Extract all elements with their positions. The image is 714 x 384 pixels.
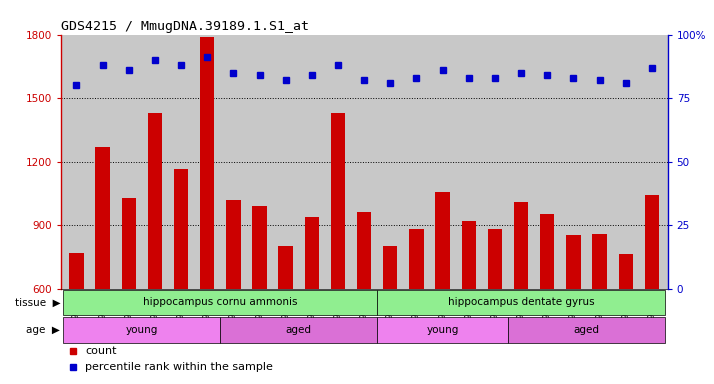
- Bar: [514, 202, 528, 288]
- Bar: [200, 37, 214, 288]
- Bar: [566, 235, 580, 288]
- Bar: [461, 221, 476, 288]
- Text: hippocampus cornu ammonis: hippocampus cornu ammonis: [143, 298, 298, 308]
- Bar: [69, 253, 84, 288]
- Bar: [96, 147, 110, 288]
- Bar: [377, 290, 665, 315]
- Bar: [618, 254, 633, 288]
- Bar: [331, 113, 345, 288]
- Bar: [488, 229, 502, 288]
- Bar: [220, 318, 377, 343]
- Bar: [148, 113, 162, 288]
- Text: GDS4215 / MmugDNA.39189.1.S1_at: GDS4215 / MmugDNA.39189.1.S1_at: [61, 20, 308, 33]
- Bar: [252, 206, 267, 288]
- Bar: [436, 192, 450, 288]
- Bar: [64, 318, 220, 343]
- Text: tissue  ▶: tissue ▶: [14, 298, 60, 308]
- Bar: [64, 290, 377, 315]
- Bar: [593, 233, 607, 288]
- Bar: [226, 200, 241, 288]
- Text: aged: aged: [286, 325, 312, 335]
- Bar: [377, 318, 508, 343]
- Text: aged: aged: [573, 325, 600, 335]
- Bar: [383, 246, 398, 288]
- Bar: [305, 217, 319, 288]
- Text: count: count: [85, 346, 116, 356]
- Bar: [121, 197, 136, 288]
- Bar: [174, 169, 188, 288]
- Bar: [645, 195, 659, 288]
- Bar: [508, 318, 665, 343]
- Text: age  ▶: age ▶: [26, 325, 60, 335]
- Bar: [357, 212, 371, 288]
- Bar: [540, 215, 555, 288]
- Text: percentile rank within the sample: percentile rank within the sample: [85, 362, 273, 372]
- Text: hippocampus dentate gyrus: hippocampus dentate gyrus: [448, 298, 595, 308]
- Text: young: young: [426, 325, 459, 335]
- Bar: [278, 246, 293, 288]
- Bar: [409, 229, 423, 288]
- Text: young: young: [126, 325, 158, 335]
